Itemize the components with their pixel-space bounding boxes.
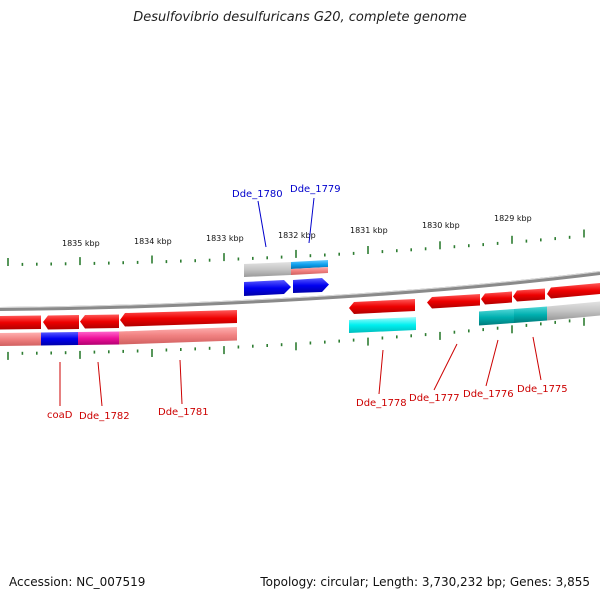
label-dde-1781[interactable]: Dde_1781 <box>158 407 209 418</box>
label-dde-1779[interactable]: Dde_1779 <box>290 184 341 195</box>
tick-label-1830: 1830 kbp <box>422 221 460 230</box>
label-dde-1782[interactable]: Dde_1782 <box>79 411 130 422</box>
label-dde-1778[interactable]: Dde_1778 <box>356 398 407 409</box>
gene-dde-1776b[interactable] <box>513 288 545 302</box>
label-leaders <box>59 197 542 407</box>
gene-dde-1776-teal[interactable] <box>479 309 514 326</box>
gene-dde-1776[interactable] <box>481 291 512 305</box>
gene-dde-1775-gray[interactable] <box>547 301 600 321</box>
gene-dde-1781-pink[interactable] <box>119 327 237 345</box>
gene-dde-1777[interactable] <box>427 294 480 309</box>
forward-strand-genes <box>244 260 329 296</box>
gene-dde-1778-cyan[interactable] <box>349 317 416 333</box>
gene-dde-1775[interactable] <box>547 283 600 299</box>
gene-coaD-blue[interactable] <box>41 332 78 346</box>
gene-labels: Dde_1780 Dde_1779 coaD Dde_1782 Dde_1781… <box>47 184 568 422</box>
label-dde-1775[interactable]: Dde_1775 <box>517 384 568 395</box>
gene-dde-1780[interactable] <box>244 280 291 296</box>
gene-dde-1782[interactable] <box>43 315 79 330</box>
genome-title: Desulfovibrio desulfuricans G20, complet… <box>133 10 467 25</box>
label-dde-1776[interactable]: Dde_1776 <box>463 389 514 400</box>
footer-accession: Accession: NC_007519 <box>9 575 146 589</box>
gene-dde-1776b-teal[interactable] <box>514 306 547 324</box>
footer-info: Topology: circular; Length: 3,730,232 bp… <box>260 575 590 589</box>
tick-label-1834: 1834 kbp <box>134 237 172 246</box>
tick-label-1832: 1832 kbp <box>278 231 316 240</box>
gene-dde-1779-pink[interactable] <box>291 267 328 275</box>
gene-coaD-pink[interactable] <box>0 332 41 347</box>
gene-dde-1779-sky[interactable] <box>291 260 328 269</box>
label-dde-1780[interactable]: Dde_1780 <box>232 189 283 200</box>
reverse-strand-genes <box>0 283 600 346</box>
gene-dde-1780-gray[interactable] <box>244 262 291 277</box>
tick-track-bottom <box>7 317 585 360</box>
label-coaD[interactable]: coaD <box>47 410 73 421</box>
tick-label-1829: 1829 kbp <box>494 214 532 223</box>
tick-label-1831: 1831 kbp <box>350 226 388 235</box>
tick-label-1833: 1833 kbp <box>206 234 244 243</box>
gene-coaD[interactable] <box>0 315 41 330</box>
tick-labels: 1835 kbp 1834 kbp 1833 kbp 1832 kbp 1831… <box>62 214 532 248</box>
tick-label-1835: 1835 kbp <box>62 239 100 248</box>
gene-dde-1778[interactable] <box>349 299 415 314</box>
tick-track-top <box>7 229 585 266</box>
genome-backbone <box>0 271 600 311</box>
gene-dde-1782b[interactable] <box>80 314 119 329</box>
label-dde-1777[interactable]: Dde_1777 <box>409 393 460 404</box>
gene-dde-1781[interactable] <box>120 310 237 327</box>
gene-dde-1782-magenta[interactable] <box>78 331 119 346</box>
gene-dde-1779[interactable] <box>293 278 329 293</box>
